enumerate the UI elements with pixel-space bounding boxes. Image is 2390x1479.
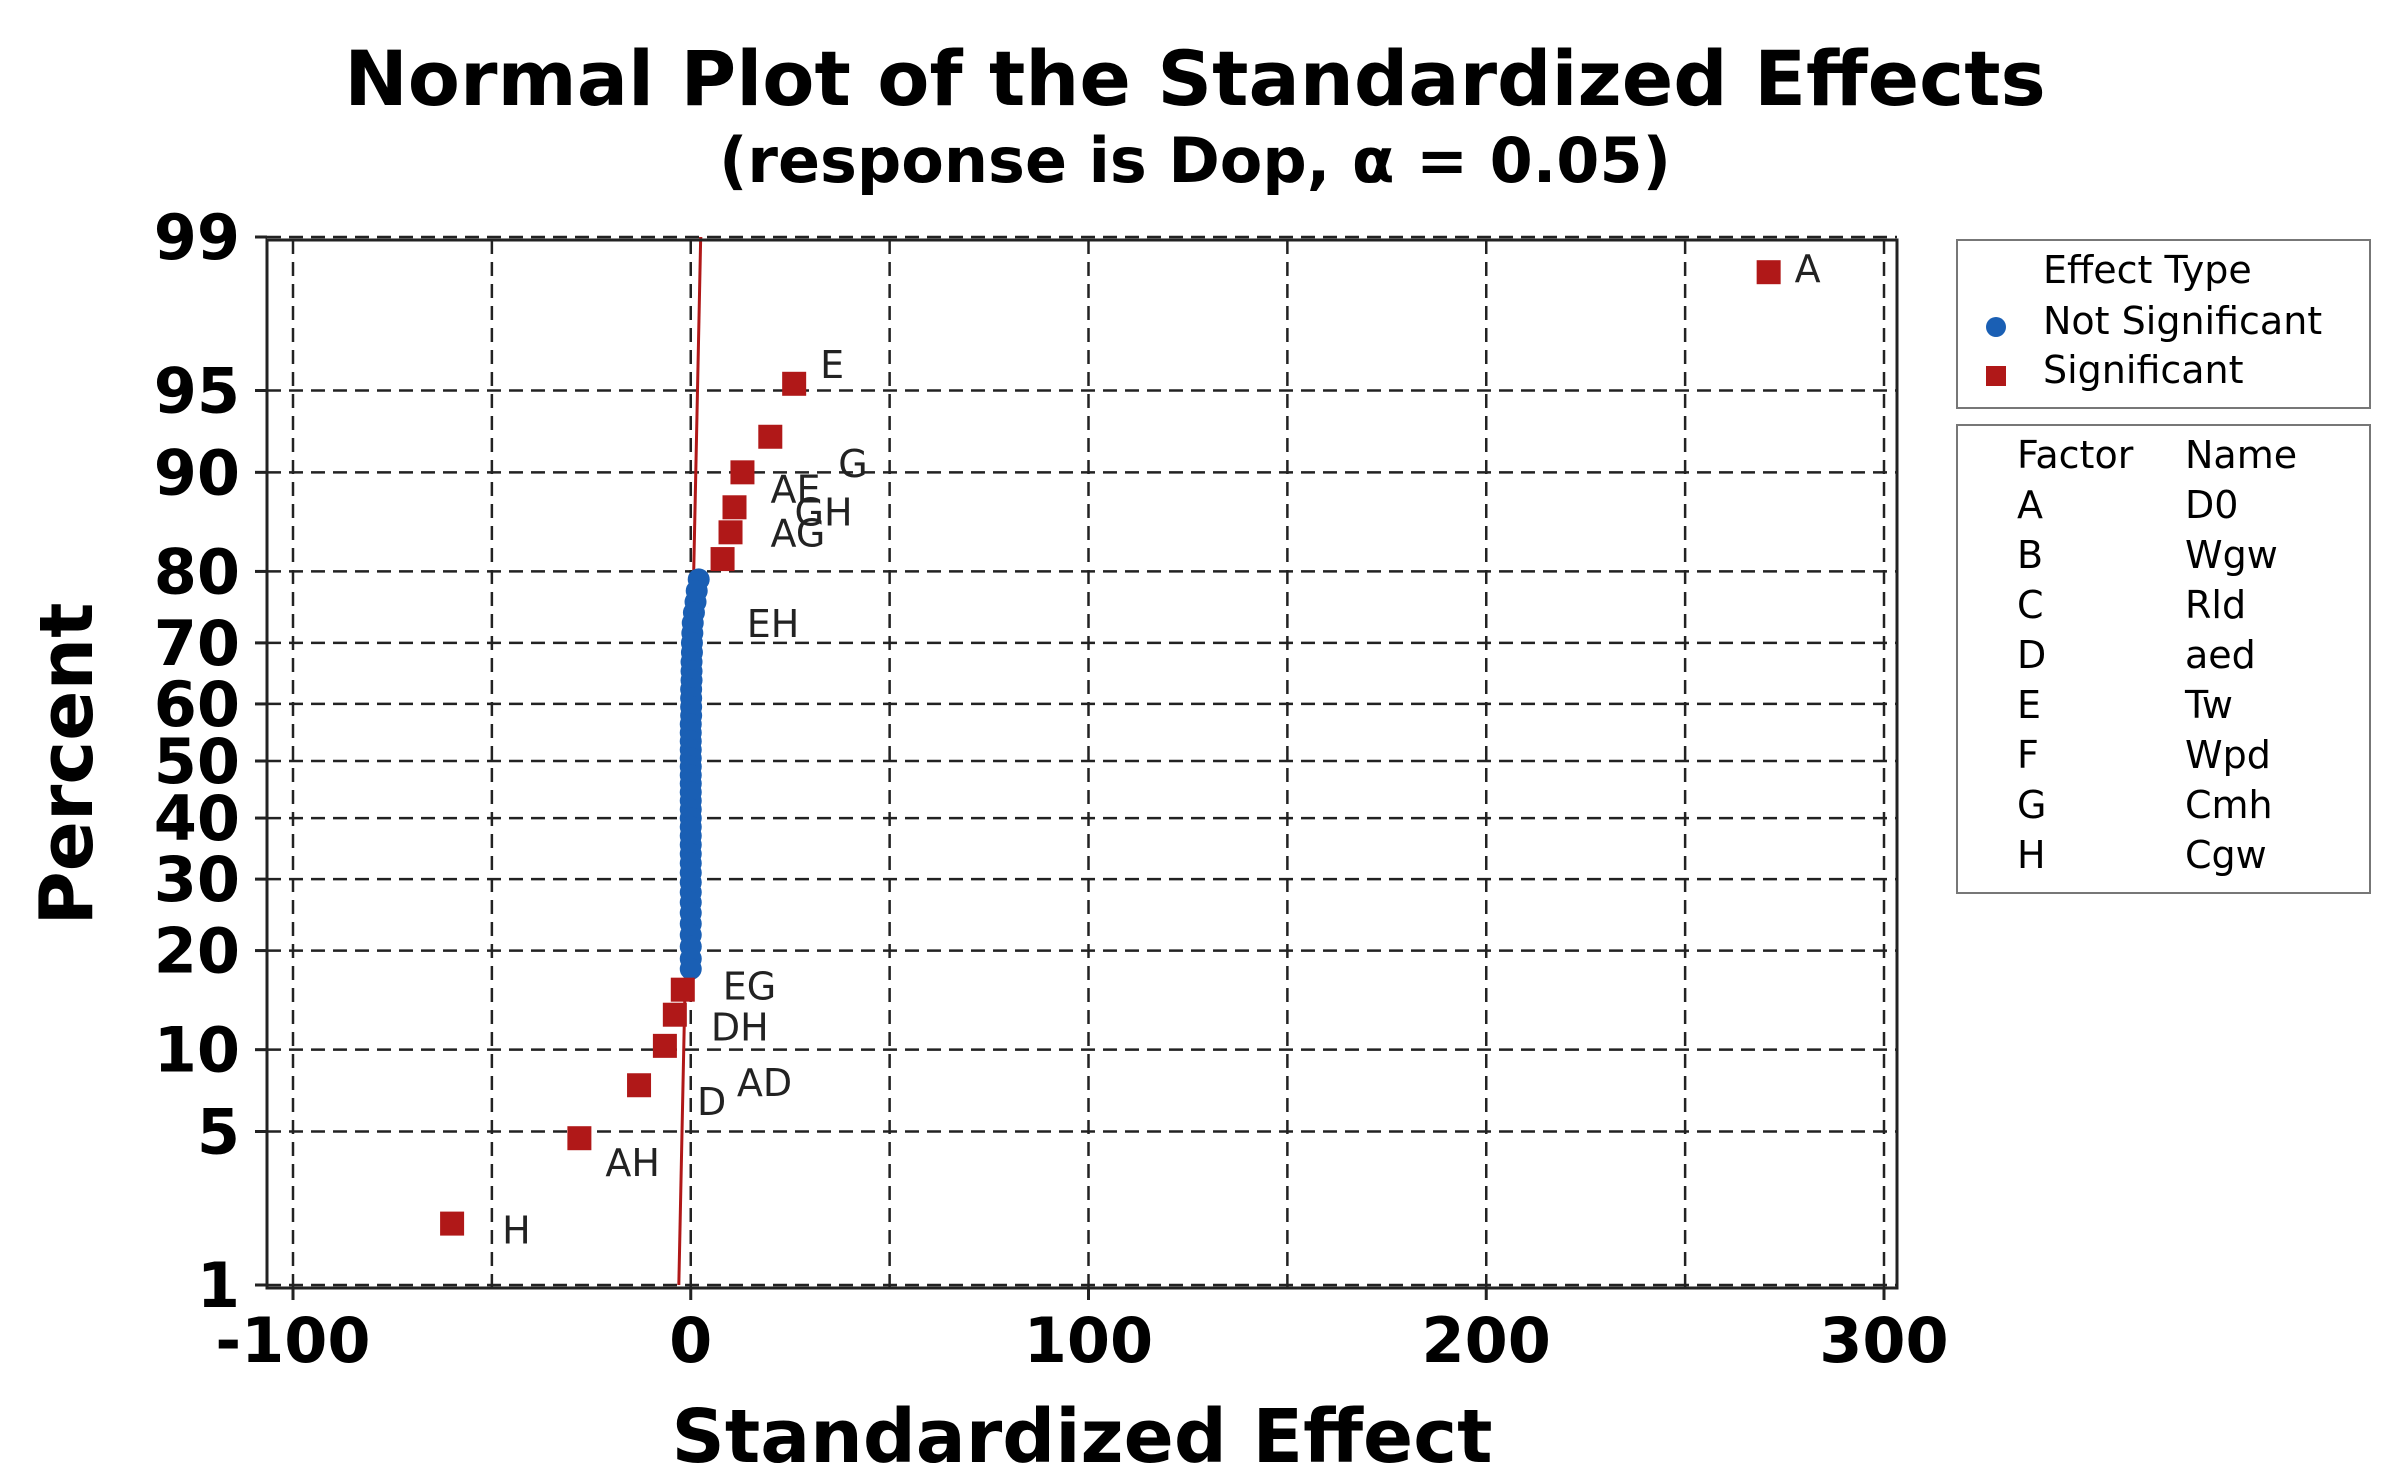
data-points — [440, 260, 1781, 1236]
significant-point — [782, 371, 807, 396]
factor-code: E — [2017, 683, 2041, 727]
point-label-eh: EH — [747, 602, 800, 646]
point-label-eg: EG — [723, 965, 776, 1009]
significant-point — [440, 1211, 465, 1236]
point-label-ae: AE — [770, 467, 820, 511]
legend-marker-significant — [1986, 366, 2006, 386]
significant-point — [567, 1126, 592, 1151]
x-tick-label: 0 — [669, 1304, 712, 1377]
chart-subtitle: (response is Dop, α = 0.05) — [719, 124, 1671, 197]
y-tick-label: 80 — [154, 535, 240, 608]
factor-code: F — [2017, 733, 2039, 777]
y-tick-label: 40 — [154, 782, 240, 855]
factor-name: Cgw — [2185, 833, 2267, 877]
x-tick-label: 100 — [1024, 1304, 1153, 1377]
factor-name: Rld — [2185, 583, 2246, 627]
y-tick-label: 20 — [154, 915, 240, 988]
y-tick-label: 95 — [154, 355, 240, 428]
significant-point — [722, 495, 747, 520]
y-tick-label: 60 — [154, 668, 240, 741]
y-tick-label: 1 — [197, 1249, 240, 1322]
significant-point — [758, 424, 783, 449]
x-tick-label: 200 — [1422, 1304, 1551, 1377]
effect-type-legend-box — [1956, 239, 2371, 409]
x-tick-label: -100 — [215, 1304, 370, 1377]
y-tick-label: 99 — [154, 201, 240, 274]
point-label-a: A — [1795, 247, 1821, 291]
legend-label-significant: Significant — [2043, 348, 2244, 392]
factor-code: G — [2017, 783, 2046, 827]
significant-point — [670, 977, 695, 1002]
point-label-g: G — [838, 442, 867, 486]
significant-point — [718, 520, 743, 545]
factor-legend: Factor Name A D0 B Wgw C Rld D aed E Tw F Wpd G Cmh H C… — [1956, 424, 2371, 894]
factor-code: H — [2017, 833, 2046, 877]
legend-label-not-significant: Not Significant — [2043, 299, 2322, 343]
chart-title: Normal Plot of the Standardized Effects — [344, 34, 2046, 123]
factor-name: Cmh — [2185, 783, 2273, 827]
factor-name: Wpd — [2185, 733, 2271, 777]
x-tick-label: 300 — [1819, 1304, 1948, 1377]
significant-point — [652, 1033, 677, 1058]
factor-code: A — [2017, 483, 2043, 527]
y-tick-label: 90 — [154, 436, 240, 509]
point-label-ag: AG — [771, 511, 826, 555]
name-header: Name — [2185, 433, 2297, 477]
factor-rows: A D0 B Wgw C Rld D aed E Tw F Wpd G Cmh H Cgw — [2017, 483, 2278, 877]
factor-name: aed — [2185, 633, 2256, 677]
legend-marker-not-significant — [1986, 317, 2006, 337]
factor-code: B — [2017, 533, 2043, 577]
y-tick-label: 30 — [154, 843, 240, 916]
point-label-dh: DH — [711, 1006, 769, 1050]
factor-code: D — [2017, 633, 2046, 677]
effect-type-legend: Effect Type Not Significant Significant — [1956, 239, 2371, 409]
point-label-h: H — [502, 1209, 531, 1253]
significant-point — [730, 460, 755, 485]
y-tick-label: 50 — [154, 725, 240, 798]
y-axis-label: Percent — [24, 602, 110, 925]
point-label-d: D — [697, 1080, 726, 1124]
point-label-e: E — [820, 343, 844, 387]
factor-name: Wgw — [2185, 533, 2278, 577]
factor-name: D0 — [2185, 483, 2238, 527]
effect-type-title: Effect Type — [2043, 248, 2252, 292]
factor-name: Tw — [2184, 683, 2233, 727]
not-significant-point — [679, 957, 702, 980]
factor-legend-box — [1956, 424, 2371, 894]
x-axis-label: Standardized Effect — [672, 1394, 1493, 1479]
significant-point — [1756, 260, 1781, 285]
y-tick-label: 10 — [154, 1014, 240, 1087]
grid-lines — [267, 235, 1897, 1288]
point-label-ad: AD — [737, 1061, 792, 1105]
factor-code: C — [2017, 583, 2044, 627]
y-tick-label: 5 — [197, 1095, 240, 1168]
significant-point — [627, 1073, 652, 1098]
x-axis-ticks: -100 0 100 200 300 — [215, 1288, 1949, 1377]
significant-point — [710, 547, 735, 572]
point-label-ah: AH — [605, 1141, 660, 1185]
factor-header: Factor — [2017, 433, 2134, 477]
significant-point — [662, 1002, 687, 1027]
plot-area-frame — [265, 238, 1899, 1290]
point-label-gh: GH — [795, 490, 853, 534]
y-tick-label: 70 — [154, 607, 240, 680]
